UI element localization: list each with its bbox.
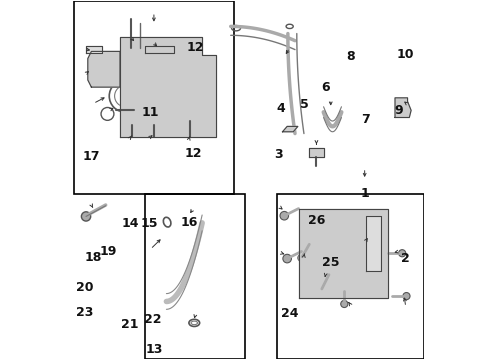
Circle shape (341, 300, 348, 307)
Bar (277, 194, 424, 359)
Circle shape (403, 293, 410, 300)
Circle shape (280, 211, 289, 220)
Text: 1: 1 (360, 187, 369, 200)
Text: 15: 15 (141, 217, 158, 230)
Text: 20: 20 (76, 281, 94, 294)
Bar (74, 1, 234, 194)
Polygon shape (367, 216, 381, 271)
Polygon shape (86, 46, 102, 53)
Text: 7: 7 (361, 113, 369, 126)
Polygon shape (298, 208, 388, 298)
Text: 22: 22 (144, 313, 162, 326)
Circle shape (185, 116, 194, 124)
Text: 9: 9 (394, 104, 403, 117)
Text: 3: 3 (274, 148, 283, 162)
Polygon shape (309, 148, 323, 157)
Text: 16: 16 (180, 216, 197, 229)
Text: 5: 5 (299, 99, 308, 112)
Text: 12: 12 (187, 41, 204, 54)
Circle shape (371, 245, 376, 251)
Text: 19: 19 (100, 245, 117, 258)
Polygon shape (88, 51, 120, 87)
Text: 17: 17 (83, 150, 100, 163)
Polygon shape (395, 98, 411, 117)
Polygon shape (120, 37, 217, 137)
Circle shape (371, 261, 376, 267)
Text: 18: 18 (84, 251, 102, 264)
Text: 23: 23 (76, 306, 94, 319)
Circle shape (283, 254, 292, 263)
Text: 12: 12 (184, 147, 202, 160)
Bar (145, 194, 245, 359)
Circle shape (318, 287, 325, 294)
Text: 26: 26 (308, 213, 325, 226)
Text: 8: 8 (346, 50, 355, 63)
Text: 11: 11 (142, 105, 159, 119)
Circle shape (81, 212, 91, 221)
Polygon shape (145, 46, 173, 53)
Text: 2: 2 (401, 252, 410, 265)
Text: 24: 24 (281, 307, 298, 320)
Text: 25: 25 (322, 256, 340, 269)
Text: 13: 13 (145, 343, 163, 356)
Text: 21: 21 (121, 318, 139, 331)
Text: 6: 6 (321, 81, 330, 94)
Circle shape (398, 249, 406, 257)
Text: 14: 14 (121, 217, 139, 230)
Circle shape (150, 121, 157, 128)
Text: 4: 4 (276, 102, 285, 115)
Circle shape (371, 225, 376, 231)
Text: 10: 10 (397, 48, 415, 61)
Circle shape (129, 121, 136, 128)
Polygon shape (283, 126, 298, 132)
Circle shape (298, 254, 305, 261)
